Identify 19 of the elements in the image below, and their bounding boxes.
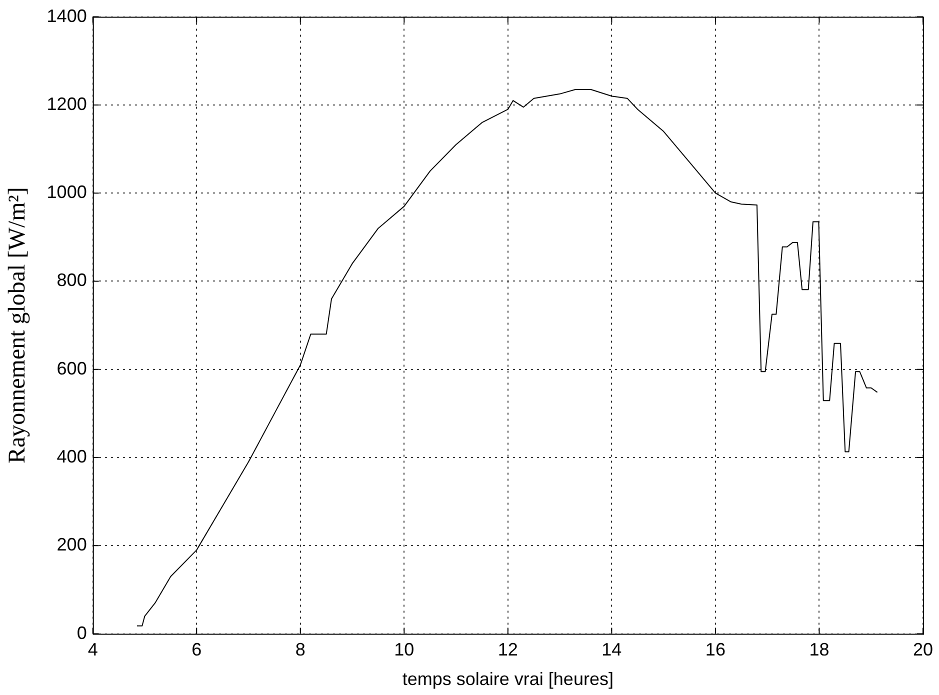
y-tick-label: 600 <box>56 358 87 378</box>
y-axis-title: Rayonnement global [W/m²] <box>4 187 31 464</box>
y-tick-label: 800 <box>56 270 87 290</box>
y-tick-label: 1400 <box>46 6 87 26</box>
x-tick-label: 12 <box>498 640 518 660</box>
x-tick-label: 8 <box>295 640 306 660</box>
x-tick-label: 20 <box>912 640 934 660</box>
y-tick-label: 400 <box>56 446 87 466</box>
y-tick-label: 200 <box>56 534 87 555</box>
x-axis-title: temps solaire vrai [heures] <box>402 669 614 690</box>
y-tick-label: 1000 <box>46 182 87 202</box>
x-tick-label: 10 <box>394 640 414 660</box>
x-tick-label: 18 <box>809 640 830 660</box>
y-tick-label: 1200 <box>46 94 87 114</box>
x-tick-label: 4 <box>88 640 98 660</box>
x-tick-label: 14 <box>602 640 622 660</box>
x-tick-label: 6 <box>192 640 202 660</box>
y-tick-label: 0 <box>76 622 87 643</box>
x-tick-label: 16 <box>705 640 726 660</box>
